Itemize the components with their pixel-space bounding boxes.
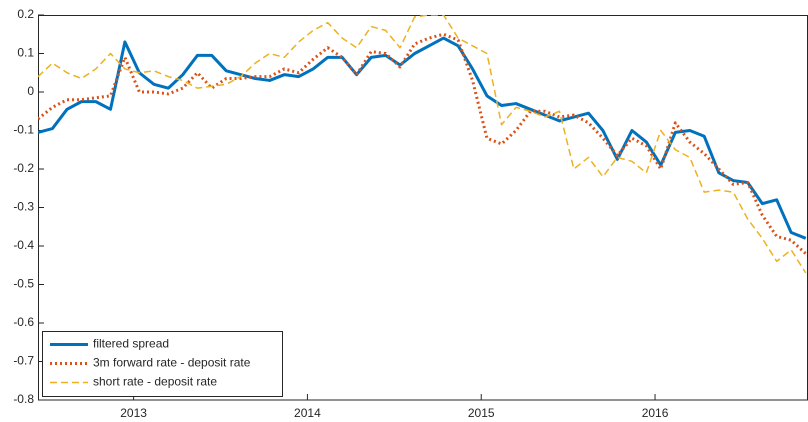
series-line [38, 32, 807, 255]
y-tick-label: -0.5 [13, 277, 34, 291]
x-tick-label: 2016 [642, 406, 669, 420]
y-tick-label: -0.2 [13, 161, 34, 175]
legend-box [42, 331, 283, 397]
series-line [38, 36, 807, 240]
legend-label: short rate - deposit rate [93, 375, 217, 389]
legend: filtered spread 3m forward rate - deposit… [42, 331, 283, 397]
x-tick-label: 2014 [294, 406, 321, 420]
legend-label: filtered spread [93, 337, 169, 351]
y-tick-label: -0.1 [13, 123, 34, 137]
y-tick-label: 0.2 [17, 7, 34, 21]
x-tick-label: 2015 [468, 406, 495, 420]
plot-area [38, 15, 807, 274]
y-tick-label: -0.4 [13, 238, 34, 252]
y-tick-label: -0.3 [13, 200, 34, 214]
y-tick-label: 0 [27, 84, 34, 98]
series-line [38, 15, 807, 274]
y-tick-label: -0.7 [13, 354, 34, 368]
x-tick-label: 2013 [120, 406, 147, 420]
legend-label: 3m forward rate - deposit rate [93, 356, 251, 370]
y-tick-label: -0.8 [13, 392, 34, 406]
y-tick-label: 0.1 [17, 46, 34, 60]
y-tick-label: -0.6 [13, 315, 34, 329]
